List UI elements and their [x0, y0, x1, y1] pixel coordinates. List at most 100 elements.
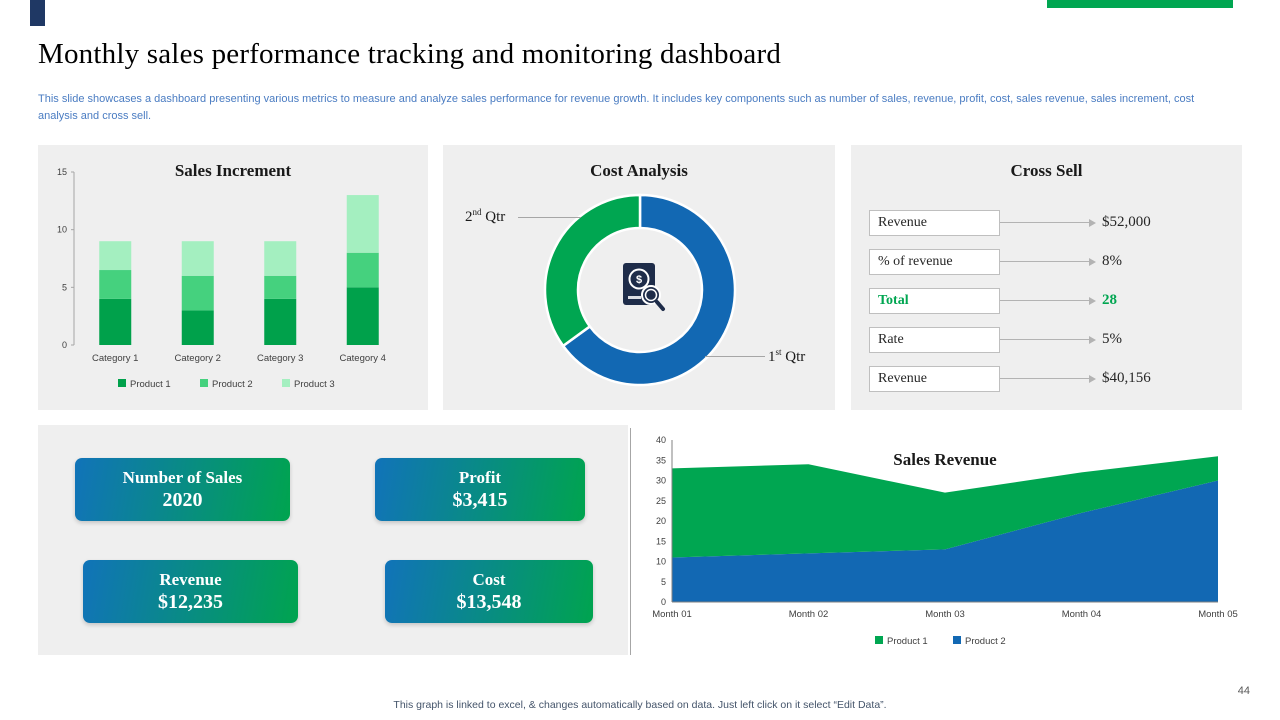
cross-sell-row: % of revenue 8%: [869, 242, 1232, 281]
svg-text:30: 30: [656, 476, 666, 486]
svg-text:$: $: [636, 274, 642, 286]
kpi-revenue: Revenue $12,235: [83, 560, 298, 623]
sales-revenue-title: Sales Revenue: [893, 450, 997, 469]
kpi-label: Number of Sales: [122, 467, 243, 487]
cross-sell-row: Rate 5%: [869, 320, 1232, 359]
cross-sell-label: Revenue: [878, 214, 927, 230]
cost-analysis-title: Cost Analysis: [590, 161, 688, 180]
kpi-cost: Cost $13,548: [385, 560, 593, 623]
cross-sell-row: Revenue $40,156: [869, 359, 1232, 398]
svg-text:Category 3: Category 3: [257, 353, 303, 364]
svg-text:35: 35: [656, 455, 666, 465]
svg-text:25: 25: [656, 496, 666, 506]
svg-text:Product 1: Product 1: [887, 636, 928, 647]
cross-sell-value: 28: [1102, 292, 1117, 308]
arrow-connector: [1000, 257, 1096, 266]
callout-text: Qtr: [481, 209, 506, 225]
cross-sell-label-box: Revenue: [869, 209, 1000, 236]
cross-sell-label: Rate: [878, 331, 904, 347]
kpi-label: Revenue: [159, 569, 222, 589]
cross-sell-row: Revenue $52,000: [869, 203, 1232, 242]
cross-sell-label-box: Total: [869, 287, 1000, 314]
cross-sell-label-box: Revenue: [869, 365, 1000, 392]
svg-text:10: 10: [57, 225, 67, 235]
kpi-profit: Profit $3,415: [375, 458, 585, 521]
donut-label-1st-qtr: 1st Qtr: [768, 347, 805, 366]
cross-sell-label: Revenue: [878, 370, 927, 386]
callout-sup: st: [775, 347, 782, 357]
svg-text:Product 2: Product 2: [965, 636, 1006, 647]
arrow-connector: [1000, 218, 1096, 227]
arrow-connector: [1000, 296, 1096, 305]
cross-sell-value: $40,156: [1102, 370, 1151, 386]
svg-text:5: 5: [62, 282, 67, 292]
callout-text: 1: [768, 349, 776, 365]
arrow-head-icon: [1089, 257, 1096, 266]
cross-sell-label-box: % of revenue: [869, 248, 1000, 275]
kpi-label: Profit: [458, 467, 502, 487]
footer-note: This graph is linked to excel, & changes…: [393, 699, 887, 711]
svg-text:15: 15: [57, 167, 67, 177]
sales-revenue-area-chart[interactable]: 0 5 10 15 20 25 30 35 40 Month 01 Month 02 Month 03…: [635, 430, 1247, 655]
svg-text:0: 0: [62, 340, 67, 350]
callout-text: 2: [465, 209, 473, 225]
callout-sup: nd: [472, 207, 482, 217]
kpi-value: $13,548: [456, 590, 522, 613]
page-number: 44: [1237, 685, 1250, 697]
arrow-connector: [1000, 374, 1096, 383]
donut-label-2nd-qtr: 2nd Qtr: [465, 207, 505, 226]
svg-text:Product 3: Product 3: [294, 379, 335, 390]
callout-connector-line: [518, 217, 581, 218]
cost-analysis-donut-chart[interactable]: [443, 145, 835, 410]
svg-text:15: 15: [656, 536, 666, 546]
kpi-value: $12,235: [158, 590, 223, 613]
kpi-label: Cost: [472, 569, 506, 589]
kpi-value: $3,415: [452, 488, 508, 511]
cross-sell-label-box: Rate: [869, 326, 1000, 353]
cross-sell-title: Cross Sell: [1010, 161, 1083, 180]
cross-sell-value: 8%: [1102, 253, 1122, 269]
svg-text:Month 04: Month 04: [1062, 609, 1102, 620]
top-left-accent-bar: [30, 0, 45, 26]
vertical-divider: [630, 428, 631, 655]
svg-text:40: 40: [656, 435, 666, 445]
page-title: Monthly sales performance tracking and m…: [38, 38, 782, 70]
arrow-head-icon: [1089, 218, 1096, 227]
cross-sell-row-total: Total 28: [869, 281, 1232, 320]
callout-text: Qtr: [781, 349, 806, 365]
cross-sell-value: 5%: [1102, 331, 1122, 347]
svg-text:Month 02: Month 02: [789, 609, 829, 620]
arrow-head-icon: [1089, 335, 1096, 344]
svg-text:Month 05: Month 05: [1198, 609, 1238, 620]
svg-text:10: 10: [656, 557, 666, 567]
svg-text:5: 5: [661, 577, 666, 587]
arrow-head-icon: [1089, 374, 1096, 383]
sales-revenue-chart-area: 0 5 10 15 20 25 30 35 40 Month 01 Month 02 Month 03…: [635, 430, 1247, 655]
sales-increment-panel: Sales Increment 0 5 10 15 Category 1 Category…: [38, 145, 428, 410]
cross-sell-value: $52,000: [1102, 214, 1151, 230]
cross-sell-rows: Revenue $52,000 % of revenue 8% Total 28…: [869, 203, 1232, 398]
cost-analysis-panel: Cost Analysis 2nd Qtr 1st Qtr $: [443, 145, 835, 410]
svg-text:Category 2: Category 2: [175, 353, 221, 364]
svg-text:Category 4: Category 4: [340, 353, 386, 364]
cross-sell-label: Total: [878, 292, 909, 308]
page-subtitle: This slide showcases a dashboard present…: [38, 93, 1195, 123]
money-magnifier-icon: $: [623, 263, 665, 311]
arrow-head-icon: [1089, 296, 1096, 305]
svg-text:0: 0: [661, 597, 666, 607]
svg-text:20: 20: [656, 516, 666, 526]
svg-text:Category 1: Category 1: [92, 353, 138, 364]
svg-text:Month 01: Month 01: [652, 609, 692, 620]
svg-text:Product 1: Product 1: [130, 379, 171, 390]
top-right-accent-bar: [1047, 0, 1233, 8]
sales-increment-title: Sales Increment: [174, 161, 292, 180]
arrow-connector: [1000, 335, 1096, 344]
cross-sell-label: % of revenue: [878, 253, 953, 269]
kpi-number-of-sales: Number of Sales 2020: [75, 458, 290, 521]
sales-increment-bar-chart[interactable]: 0 5 10 15 Category 1 Category 2 Category 3 Cate…: [38, 145, 428, 410]
svg-text:Product 2: Product 2: [212, 379, 253, 390]
cross-sell-panel: Cross Sell Revenue $52,000 % of revenue …: [851, 145, 1242, 410]
svg-text:Month 03: Month 03: [925, 609, 965, 620]
callout-connector-line: [705, 356, 765, 357]
kpi-value: 2020: [162, 488, 203, 511]
